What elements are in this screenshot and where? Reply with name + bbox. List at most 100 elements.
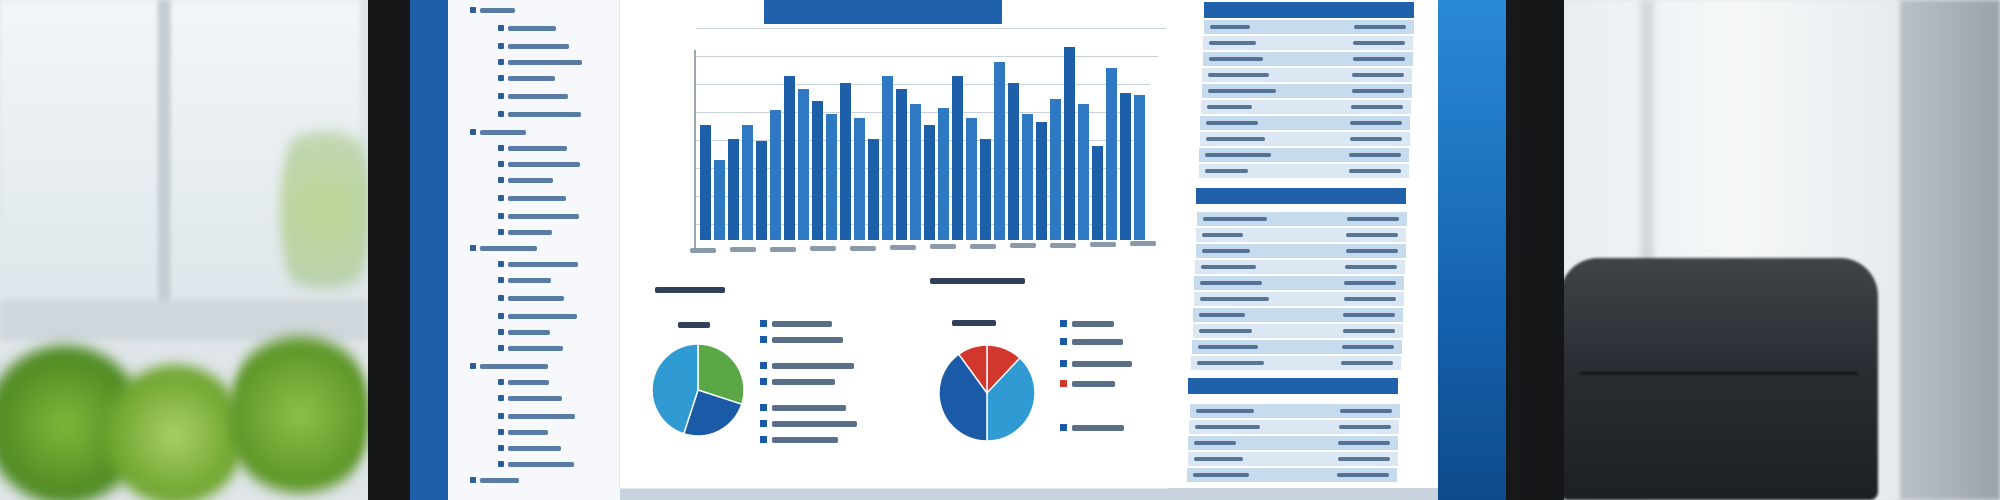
table-header (1188, 378, 1398, 394)
chart-bar (966, 118, 977, 240)
chart-bar (812, 101, 823, 240)
table-cell (1207, 105, 1252, 109)
chart-bar (868, 139, 879, 240)
chart-bar (728, 139, 739, 240)
chart-bar (770, 109, 781, 240)
plant-foliage (280, 100, 370, 320)
sidebar-item-label (508, 296, 564, 301)
legend-label (772, 363, 854, 369)
chart-bar (952, 76, 963, 240)
table-cell (1202, 233, 1243, 237)
chart-bar (924, 124, 935, 240)
table-cell (1339, 425, 1391, 429)
plant-foliage (230, 320, 370, 500)
table-cell (1210, 25, 1250, 29)
table-cell (1194, 441, 1236, 445)
table-cell (1353, 57, 1405, 61)
legend-label (772, 421, 857, 427)
legend-swatch (760, 404, 767, 411)
table-cell (1346, 249, 1398, 253)
sidebar-item-label (508, 112, 581, 117)
chart-bar (1050, 99, 1061, 240)
table-cell (1199, 313, 1245, 317)
pie-caption (678, 322, 710, 328)
chart-x-tick-label (890, 245, 916, 250)
sidebar-item-icon (498, 195, 504, 201)
legend-swatch (1060, 338, 1067, 345)
table-row (1200, 116, 1410, 130)
pie-slice (986, 356, 1036, 442)
chart-x-tick-label (1130, 241, 1156, 247)
sidebar-item-label (508, 162, 580, 167)
chart-bar (980, 139, 991, 240)
table-cell (1342, 345, 1394, 349)
sidebar-item-icon (498, 379, 504, 385)
sidebar-item-icon (498, 295, 504, 301)
sidebar-item-label (508, 346, 563, 351)
sidebar-item-label (508, 44, 569, 49)
legend-label (1072, 339, 1123, 345)
table-row (1203, 36, 1413, 50)
sidebar-item-label (480, 130, 526, 135)
chart-x-tick-label (810, 246, 836, 252)
table-cell (1347, 217, 1399, 221)
chart-bar (938, 107, 949, 240)
pie-caption (952, 320, 996, 326)
sidebar-item-icon (498, 461, 504, 467)
legend-swatch (760, 320, 767, 327)
legend-label (772, 321, 832, 327)
chart-bar (882, 76, 893, 240)
sidebar-item-icon (498, 213, 504, 219)
table-row (1194, 276, 1404, 290)
table-row (1189, 420, 1399, 434)
chart-bar (1078, 103, 1089, 240)
sidebar-item-label (480, 8, 515, 13)
table-row (1195, 260, 1405, 274)
table-cell (1353, 41, 1405, 45)
sidebar-item-icon (498, 43, 504, 49)
legend-label (772, 379, 835, 385)
table-cell (1203, 217, 1267, 221)
chart-bar (826, 114, 837, 240)
legend-swatch (760, 336, 767, 343)
sidebar-item-label (480, 364, 548, 369)
chart-bar (1106, 67, 1117, 240)
chart-bar (854, 118, 865, 240)
bar-chart-axis (694, 50, 696, 248)
sidebar-item-icon (498, 445, 504, 451)
sidebar-item-icon (498, 313, 504, 319)
table-cell (1208, 89, 1276, 93)
chart-gridline (696, 56, 1158, 57)
chart-bar (910, 103, 921, 240)
chart-bar (1064, 46, 1075, 240)
table-cell (1205, 169, 1248, 173)
chart-gridline (696, 28, 1166, 29)
pie-slice (697, 343, 745, 406)
table-row (1202, 68, 1412, 82)
table-cell (1338, 457, 1390, 461)
screen-bottom-bar (448, 488, 1438, 500)
legend-label (772, 405, 846, 411)
chart-bar (994, 61, 1005, 240)
chart-x-tick-label (1050, 242, 1076, 248)
sidebar-item-icon (498, 429, 504, 435)
chart-bar (1036, 122, 1047, 240)
chart-x-tick-label (770, 246, 796, 252)
office-chair (1560, 258, 1878, 500)
table-row (1202, 84, 1412, 98)
table-row (1200, 132, 1410, 146)
sidebar-item-label (508, 94, 568, 99)
sidebar-item-icon (470, 7, 476, 13)
sidebar-item-label (480, 478, 519, 483)
legend-label (772, 337, 843, 343)
sidebar-item-icon (470, 129, 476, 135)
table-cell (1345, 265, 1397, 269)
table-cell (1349, 153, 1401, 157)
table-cell (1206, 121, 1258, 125)
legend-swatch (760, 420, 767, 427)
chart-x-tick-label (1010, 243, 1036, 249)
table-cell (1346, 233, 1398, 237)
table-row (1187, 468, 1397, 482)
sidebar-item-label (508, 396, 562, 401)
chart-bar (840, 82, 851, 240)
